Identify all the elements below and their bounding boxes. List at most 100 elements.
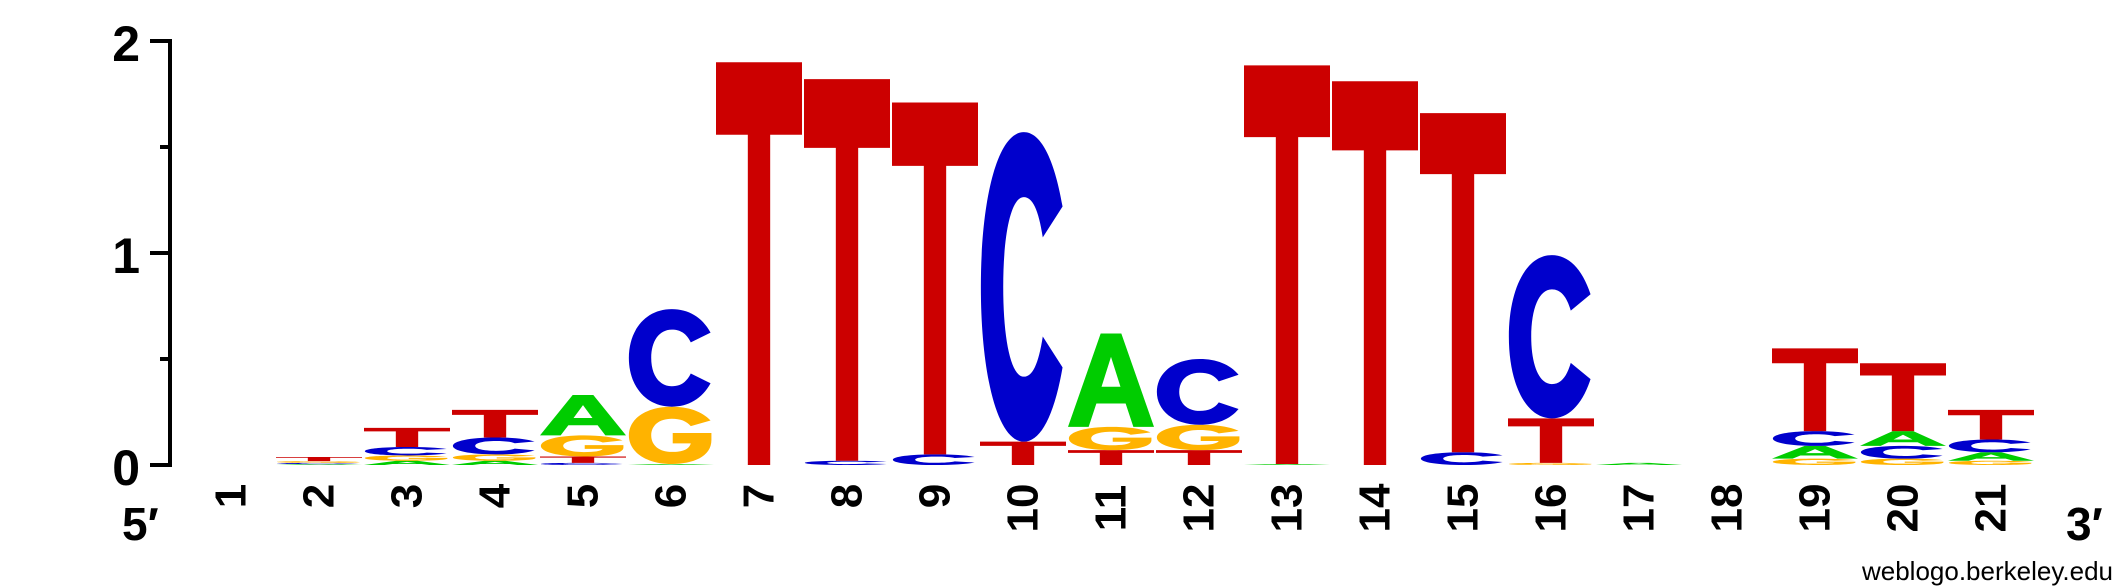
letter-stack (364, 427, 450, 465)
letter-t (1508, 418, 1594, 463)
letter-stack (1068, 333, 1154, 465)
x-start-label: 5′ (122, 498, 159, 550)
x-tick-label: 13 (1263, 484, 1312, 533)
letter-g (1948, 460, 2032, 465)
letter-c (1420, 452, 1503, 465)
letter-stack (1332, 81, 1418, 465)
letter-a (1772, 445, 1858, 459)
x-tick-label: 3 (383, 484, 432, 508)
letter-c (1948, 439, 2031, 453)
letter-g (1860, 458, 1944, 465)
letter-stack (1156, 359, 1242, 465)
letter-t (1156, 450, 1242, 465)
letter-stack (1772, 348, 1858, 465)
letter-stacks (276, 62, 2034, 465)
letter-g (276, 461, 360, 463)
letter-c (1860, 445, 1943, 459)
letter-stack (1244, 65, 1330, 465)
letter-stack (540, 395, 626, 465)
letter-stack (804, 79, 890, 465)
letter-a (1948, 452, 2034, 461)
letter-t (1772, 348, 1858, 432)
letter-a (1068, 333, 1154, 427)
letter-c (804, 460, 887, 465)
x-tick-label: 8 (823, 484, 872, 508)
letter-t (892, 102, 978, 455)
letter-stack (452, 409, 538, 465)
letter-t (1420, 113, 1506, 453)
letter-g (1156, 424, 1240, 451)
credit-text: weblogo.berkeley.edu (1861, 556, 2113, 586)
x-tick-label: 5 (559, 484, 608, 508)
letter-t (804, 79, 890, 461)
letter-g (540, 435, 624, 457)
letter-a (1860, 431, 1946, 446)
letter-a (1596, 462, 1682, 465)
letter-a (1244, 463, 1330, 465)
x-end-label: 3′ (2066, 498, 2103, 550)
letter-g (628, 406, 712, 464)
x-tick-label: 2 (295, 484, 344, 508)
letter-c (540, 462, 623, 465)
x-tick-label: 20 (1879, 484, 1928, 533)
letter-c (364, 446, 447, 456)
letter-t (452, 409, 538, 438)
letter-t (364, 427, 450, 447)
x-tick-label: 21 (1967, 484, 2016, 533)
letter-c (628, 309, 711, 407)
x-tick-label: 1 (207, 484, 256, 508)
x-tick-label: 15 (1439, 484, 1488, 533)
y-tick-label: 2 (112, 16, 140, 72)
letter-a (540, 395, 626, 436)
letter-t (1860, 363, 1946, 432)
letter-c (980, 132, 1063, 442)
letter-stack (628, 309, 714, 465)
letter-t (716, 62, 802, 465)
x-tick-label: 6 (647, 484, 696, 508)
letter-stack (1420, 113, 1506, 465)
letter-g (364, 455, 448, 461)
letter-g (1772, 458, 1856, 465)
letter-c (892, 454, 975, 465)
x-tick-label: 9 (911, 484, 960, 508)
x-tick-label: 10 (999, 484, 1048, 533)
letter-c (1156, 359, 1239, 425)
x-tick-label: 19 (1791, 484, 1840, 533)
letter-t (1068, 450, 1154, 465)
x-tick-label: 14 (1351, 483, 1400, 532)
x-tick-labels: 1 2 3 4 5 6 7 8 9 10 11 12 13 14 15 16 17 18 19 20 21 (207, 483, 2016, 532)
letter-stack (980, 132, 1066, 465)
axes: 0 1 2 5′ 3′ (112, 16, 2102, 550)
x-tick-label: 11 (1087, 485, 1136, 532)
letter-a (364, 460, 450, 465)
letter-t (276, 456, 362, 462)
letter-a (276, 464, 362, 465)
letter-c (1508, 255, 1591, 419)
letter-stack (1948, 409, 2034, 465)
letter-a (452, 460, 538, 465)
letter-c (452, 437, 535, 455)
letter-g (1508, 462, 1592, 465)
x-tick-label: 16 (1527, 484, 1576, 533)
letter-t (1948, 409, 2034, 440)
letter-t (540, 456, 626, 463)
letter-stack (892, 102, 978, 465)
letter-t (1332, 81, 1418, 465)
x-tick-label: 17 (1615, 484, 1664, 533)
y-tick-label: 0 (112, 440, 140, 496)
y-tick-label: 1 (112, 228, 140, 284)
letter-a (628, 463, 714, 465)
x-tick-label: 7 (735, 484, 784, 508)
letter-c (276, 462, 359, 465)
x-tick-label: 4 (471, 483, 520, 508)
x-tick-label: 12 (1175, 484, 1224, 533)
letter-stack (1508, 255, 1594, 465)
letter-g (452, 454, 536, 461)
letter-stack (716, 62, 802, 465)
letter-stack (1596, 462, 1682, 465)
letter-t (980, 441, 1066, 465)
letter-t (1244, 65, 1330, 464)
letter-stack (276, 456, 362, 465)
letter-stack (1860, 363, 1946, 465)
